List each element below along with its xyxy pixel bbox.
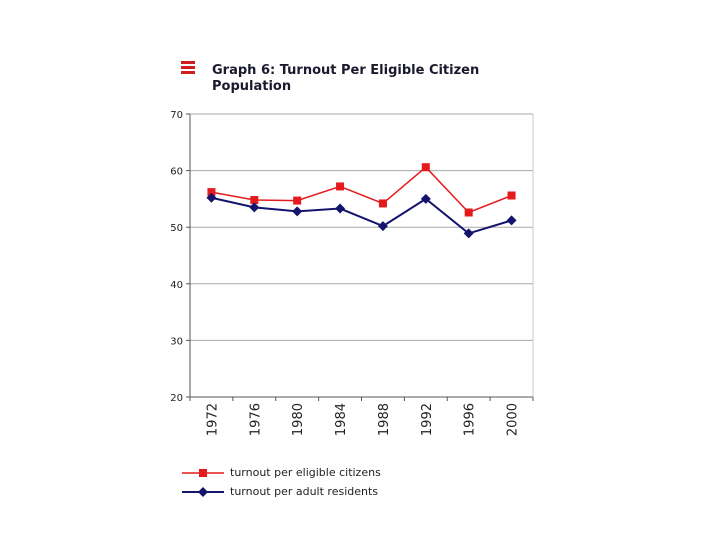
data-point-adult	[420, 193, 431, 204]
data-point-eligible	[464, 208, 473, 217]
y-axis-ticks: 70 60 50 40 30 20	[170, 110, 190, 404]
data-point-eligible	[378, 199, 387, 208]
data-point-eligible	[293, 196, 302, 205]
legend: turnout per eligible citizens turnout pe…	[182, 463, 381, 501]
y-tick-label: 70	[170, 110, 183, 121]
x-axis-ticks: 1972 1976 1980 1984 1988 1992 1996 2000	[189, 397, 534, 436]
chart-title-line-1: Graph 6: Turnout Per Eligible Citizen	[212, 63, 480, 78]
data-point-eligible	[336, 182, 345, 191]
data-point-eligible	[421, 163, 430, 172]
chart-title-line-2: Population	[212, 79, 292, 94]
axes	[189, 114, 534, 398]
legend-marker-square-icon	[199, 468, 207, 477]
legend-item-adult: turnout per adult residents	[182, 482, 381, 501]
legend-swatch-adult	[182, 486, 224, 497]
x-tick-label: 1984	[334, 403, 349, 436]
data-point-adult	[506, 215, 517, 226]
legend-item-eligible: turnout per eligible citizens	[182, 463, 381, 482]
data-point-adult	[206, 192, 217, 203]
legend-swatch-eligible	[182, 468, 224, 477]
x-tick-label: 1996	[463, 403, 478, 436]
legend-marker-diamond-icon	[198, 486, 208, 497]
x-tick-label: 2000	[506, 403, 521, 436]
x-tick-label: 1980	[291, 403, 306, 436]
data-point-adult	[335, 203, 346, 214]
y-tick-label: 40	[170, 280, 183, 291]
data-point-adult	[292, 206, 303, 217]
y-tick-label: 60	[170, 167, 183, 178]
x-tick-label: 1972	[205, 403, 220, 436]
series-line-eligible	[211, 166, 512, 214]
grid-lines	[190, 113, 533, 341]
data-point-eligible	[250, 196, 259, 205]
series-line-adult	[211, 196, 512, 235]
y-tick-label: 50	[170, 223, 183, 234]
x-tick-label: 1992	[420, 403, 435, 436]
series-group	[206, 163, 517, 239]
y-tick-label: 20	[170, 393, 183, 404]
data-point-eligible	[207, 188, 216, 197]
data-point-adult	[463, 228, 474, 239]
y-tick-label: 30	[170, 336, 183, 347]
legend-label-eligible: turnout per eligible citizens	[230, 466, 381, 479]
title-bullet-icon	[181, 61, 195, 79]
data-point-adult	[377, 221, 388, 232]
x-tick-label: 1976	[248, 403, 263, 436]
data-point-eligible	[507, 191, 516, 200]
chart-title: Graph 6: Turnout Per Eligible Citizen Po…	[212, 63, 512, 95]
data-point-adult	[249, 202, 260, 213]
legend-label-adult: turnout per adult residents	[230, 485, 379, 498]
x-tick-label: 1988	[377, 403, 392, 436]
